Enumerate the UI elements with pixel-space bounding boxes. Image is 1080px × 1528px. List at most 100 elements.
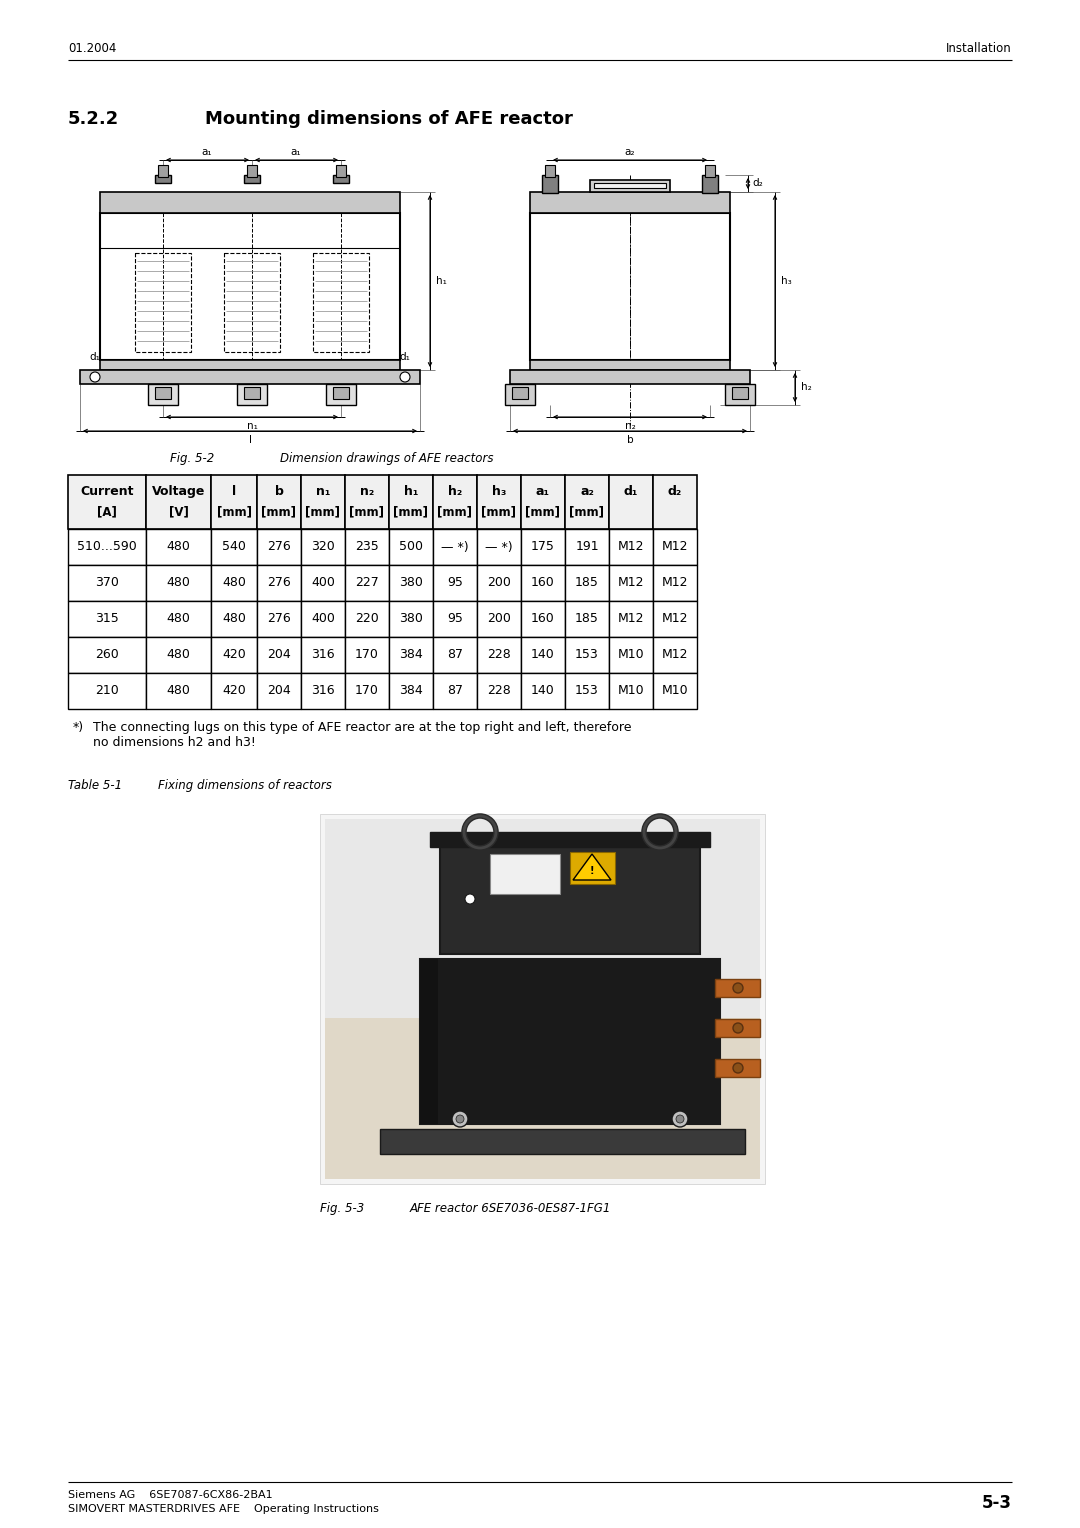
Bar [521, 529, 565, 565]
Bar [257, 601, 301, 637]
Text: The connecting lugs on this type of AFE reactor are at the top right and left, t: The connecting lugs on this type of AFE … [93, 721, 632, 749]
Bar [609, 475, 653, 529]
Text: n₂: n₂ [624, 422, 635, 431]
Bar [565, 529, 609, 565]
Text: — *): — *) [442, 541, 469, 553]
Bar [565, 637, 609, 672]
Bar [430, 833, 710, 847]
Circle shape [400, 371, 410, 382]
Text: 384: 384 [400, 648, 423, 662]
Bar [389, 672, 433, 709]
Text: Fig. 5-3: Fig. 5-3 [320, 1203, 364, 1215]
Text: 420: 420 [222, 685, 246, 697]
Bar [68, 565, 146, 601]
Bar [336, 165, 346, 177]
Text: [mm]: [mm] [393, 506, 429, 518]
Text: 191: 191 [576, 541, 598, 553]
Bar [542, 176, 558, 193]
Text: a₂: a₂ [580, 484, 594, 498]
Text: [mm]: [mm] [526, 506, 561, 518]
Text: 228: 228 [487, 685, 511, 697]
Text: Installation: Installation [946, 41, 1012, 55]
Bar [237, 384, 267, 405]
Text: M12: M12 [618, 576, 645, 590]
Bar [146, 475, 211, 529]
Text: 200: 200 [487, 613, 511, 625]
Text: 185: 185 [575, 613, 599, 625]
Text: !: ! [590, 866, 594, 876]
Text: a₁: a₁ [536, 484, 550, 498]
Bar [257, 475, 301, 529]
Text: 400: 400 [311, 576, 335, 590]
Text: 480: 480 [166, 648, 190, 662]
Bar [301, 475, 345, 529]
Text: 200: 200 [487, 576, 511, 590]
Bar [702, 176, 718, 193]
Bar [345, 672, 389, 709]
Text: 480: 480 [222, 576, 246, 590]
Text: AFE reactor 6SE7036-0ES87-1FG1: AFE reactor 6SE7036-0ES87-1FG1 [410, 1203, 611, 1215]
Text: 210: 210 [95, 685, 119, 697]
Bar [590, 180, 670, 193]
Bar [594, 183, 666, 188]
Bar [148, 384, 178, 405]
Bar [715, 979, 760, 996]
Text: 370: 370 [95, 576, 119, 590]
Text: [mm]: [mm] [482, 506, 516, 518]
Bar [146, 565, 211, 601]
Text: M12: M12 [662, 576, 688, 590]
Bar [565, 475, 609, 529]
Bar [389, 475, 433, 529]
Bar [257, 529, 301, 565]
Bar [211, 529, 257, 565]
Bar [653, 672, 697, 709]
Circle shape [465, 894, 475, 905]
Text: 153: 153 [576, 685, 599, 697]
Text: Fixing dimensions of reactors: Fixing dimensions of reactors [158, 779, 332, 792]
Text: *): *) [73, 721, 84, 733]
Bar [653, 601, 697, 637]
Bar [433, 601, 477, 637]
Bar [211, 672, 257, 709]
Bar [609, 637, 653, 672]
Bar [301, 565, 345, 601]
Text: d₁: d₁ [624, 484, 638, 498]
Circle shape [733, 1024, 743, 1033]
Bar [156, 176, 171, 183]
Text: b: b [626, 435, 633, 445]
Bar [313, 254, 369, 351]
Text: 170: 170 [355, 648, 379, 662]
Bar [345, 637, 389, 672]
Text: 260: 260 [95, 648, 119, 662]
Polygon shape [573, 854, 611, 880]
Text: h₃: h₃ [491, 484, 507, 498]
Bar [653, 529, 697, 565]
Bar [301, 672, 345, 709]
Bar [68, 475, 146, 529]
Bar [211, 475, 257, 529]
Bar [333, 176, 349, 183]
Text: d₂: d₂ [667, 484, 683, 498]
Bar [477, 475, 521, 529]
Bar [389, 601, 433, 637]
Bar [530, 212, 730, 361]
Circle shape [672, 1111, 688, 1128]
Bar [389, 637, 433, 672]
Bar [530, 193, 730, 212]
Text: 510...590: 510...590 [77, 541, 137, 553]
Text: 5.2.2: 5.2.2 [68, 110, 119, 128]
Text: 5-3: 5-3 [982, 1494, 1012, 1513]
Text: M10: M10 [662, 685, 688, 697]
Text: 316: 316 [311, 648, 335, 662]
Bar [68, 529, 146, 565]
Text: 380: 380 [400, 613, 423, 625]
Text: a₁: a₁ [202, 147, 213, 157]
Bar [565, 565, 609, 601]
Text: M10: M10 [618, 648, 645, 662]
Text: 153: 153 [576, 648, 599, 662]
Text: 160: 160 [531, 576, 555, 590]
Text: 140: 140 [531, 648, 555, 662]
Bar [732, 387, 748, 399]
Text: [mm]: [mm] [216, 506, 252, 518]
Bar [433, 565, 477, 601]
